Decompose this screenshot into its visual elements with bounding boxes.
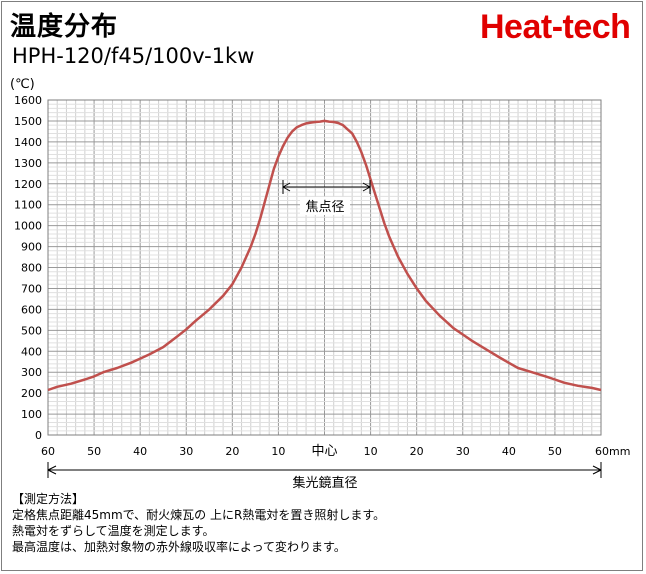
y-tick-label: 1600 [14, 94, 42, 107]
y-tick-label: 700 [21, 282, 42, 295]
mirror-diameter-label: 集光鏡直径 [292, 475, 357, 491]
y-tick-label: 400 [21, 345, 42, 358]
y-tick-label: 1300 [14, 157, 42, 170]
x-tick-labels: 60 50 40 30 20 10 中心 10 20 30 40 50 60mm [41, 444, 630, 459]
notes-line: 最高温度は、加熱対象物の赤外線吸収率によって変わります。 [12, 540, 346, 554]
focal-arrow-right-head [362, 182, 371, 192]
temperature-series-line [47, 119, 602, 392]
x-tick-label: 60 [41, 445, 55, 458]
focal-arrow-left-head [282, 182, 291, 192]
x-tick-label: 40 [502, 445, 516, 458]
x-tick-label: 中心 [311, 444, 337, 459]
x-tick-label: 10 [271, 445, 285, 458]
x-tick-label: 40 [133, 445, 147, 458]
x-tick-label: 10 [364, 445, 378, 458]
notes-line: 定格焦点距離45mmで、耐火煉瓦の 上にR熱電対を置き照射します。 [12, 508, 386, 522]
y-tick-label: 100 [21, 408, 42, 421]
mirror-arrow-left-head [47, 465, 57, 475]
y-tick-label: 1100 [14, 199, 42, 212]
y-tick-label: 800 [21, 262, 42, 275]
y-tick-label: 1500 [14, 115, 42, 128]
x-tick-label: 50 [548, 445, 562, 458]
x-tick-label: 30 [179, 445, 193, 458]
plot-area-border [47, 99, 602, 436]
x-tick-label: 20 [410, 445, 424, 458]
y-tick-label: 300 [21, 366, 42, 379]
y-tick-label: 600 [21, 303, 42, 316]
x-tick-label: 20 [225, 445, 239, 458]
measurement-notes: 【測定方法】 定格焦点距離45mmで、耐火煉瓦の 上にR熱電対を置き照射します。… [12, 491, 385, 555]
model-subtitle: HPH-120/f45/100v-1kw [12, 44, 255, 68]
page-title: 温度分布 [10, 12, 119, 42]
focal-diameter-annotation: 焦点径 [282, 180, 371, 215]
y-tick-label: 900 [21, 241, 42, 254]
x-tick-label: 60mm [595, 445, 630, 458]
chart-grid [47, 99, 602, 436]
mirror-arrow-right-head [592, 465, 602, 475]
y-tick-label: 0 [35, 429, 42, 442]
y-tick-label: 500 [21, 324, 42, 337]
x-tick-label: 30 [456, 445, 470, 458]
focal-diameter-label: 焦点径 [305, 200, 344, 215]
x-tick-label: 50 [87, 445, 101, 458]
brand-logo: Heat-tech [480, 8, 631, 46]
notes-line: 熱電対をずらして温度を測定します。 [12, 524, 215, 538]
y-tick-label: 1200 [14, 178, 42, 191]
y-tick-label: 1400 [14, 136, 42, 149]
y-unit-label: (℃) [10, 77, 35, 92]
notes-heading: 【測定方法】 [12, 492, 85, 506]
y-tick-label: 1000 [14, 220, 42, 233]
y-tick-label: 200 [21, 387, 42, 400]
y-tick-labels: 0 100 200 300 400 500 600 700 800 900 1000 1100 1200… [14, 94, 42, 442]
mirror-diameter-annotation: 集光鏡直径 [47, 462, 602, 491]
